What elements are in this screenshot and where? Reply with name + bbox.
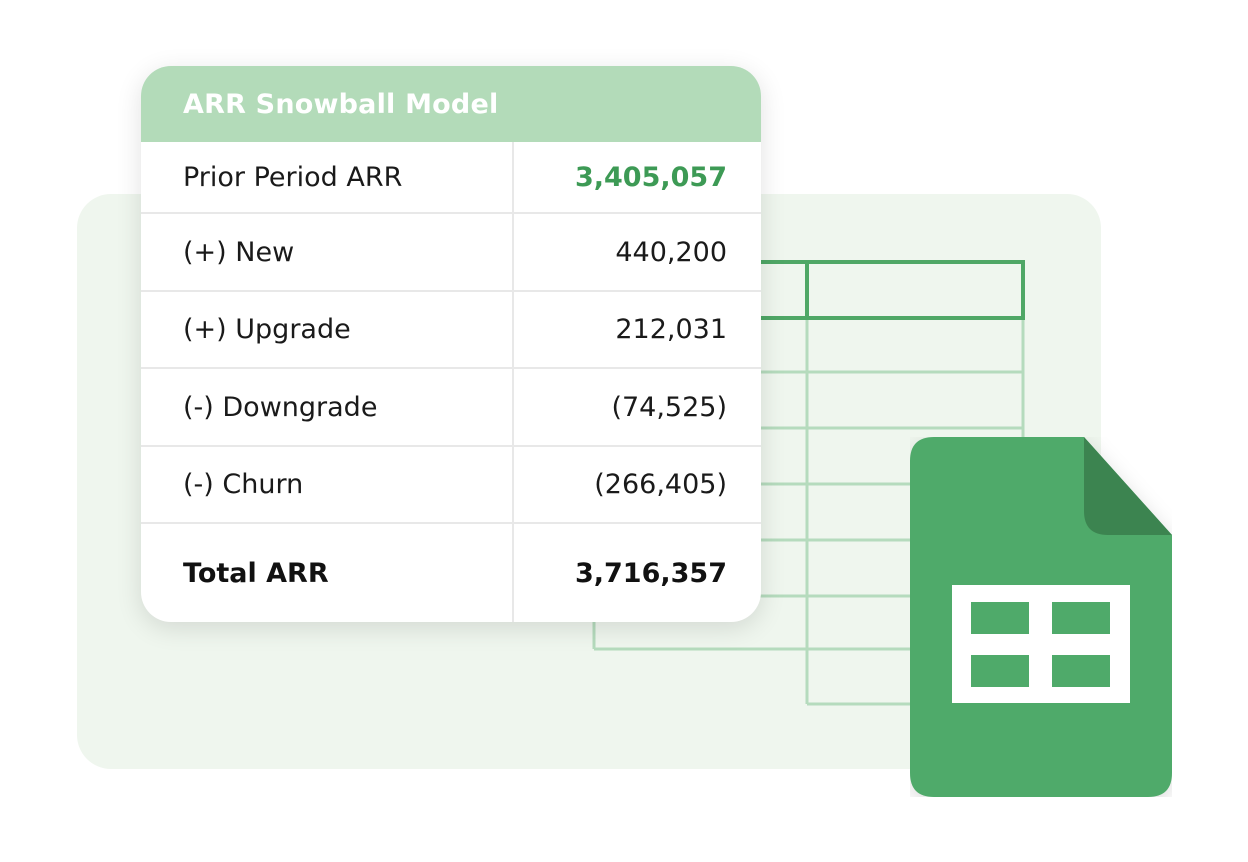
table-row: Prior Period ARR 3,405,057	[141, 142, 761, 214]
arr-snowball-card: ARR Snowball Model Prior Period ARR 3,40…	[141, 66, 761, 622]
row-label-upgrade: (+) Upgrade	[141, 291, 514, 369]
google-sheets-icon	[910, 437, 1172, 797]
row-value-upgrade: 212,031	[513, 291, 761, 369]
row-value-churn: (266,405)	[513, 446, 761, 524]
row-label-prior-period: Prior Period ARR	[141, 142, 514, 214]
arr-table: Prior Period ARR 3,405,057 (+) New 440,2…	[141, 142, 761, 622]
row-label-total: Total ARR	[141, 523, 514, 622]
row-label-new: (+) New	[141, 213, 514, 292]
row-label-churn: (-) Churn	[141, 446, 514, 524]
table-row: Total ARR 3,716,357	[141, 523, 761, 622]
row-value-total: 3,716,357	[574, 557, 727, 589]
card-title: ARR Snowball Model	[183, 88, 499, 120]
row-label-downgrade: (-) Downgrade	[141, 368, 514, 447]
row-value-new: 440,200	[513, 213, 761, 292]
card-header: ARR Snowball Model	[141, 66, 761, 142]
row-value-downgrade: (74,525)	[513, 368, 761, 447]
table-row: (-) Churn (266,405)	[141, 446, 761, 524]
row-value-prior-period: 3,405,057	[513, 142, 761, 214]
table-row: (+) Upgrade 212,031	[141, 291, 761, 369]
table-row: (-) Downgrade (74,525)	[141, 368, 761, 447]
table-row: (+) New 440,200	[141, 213, 761, 292]
